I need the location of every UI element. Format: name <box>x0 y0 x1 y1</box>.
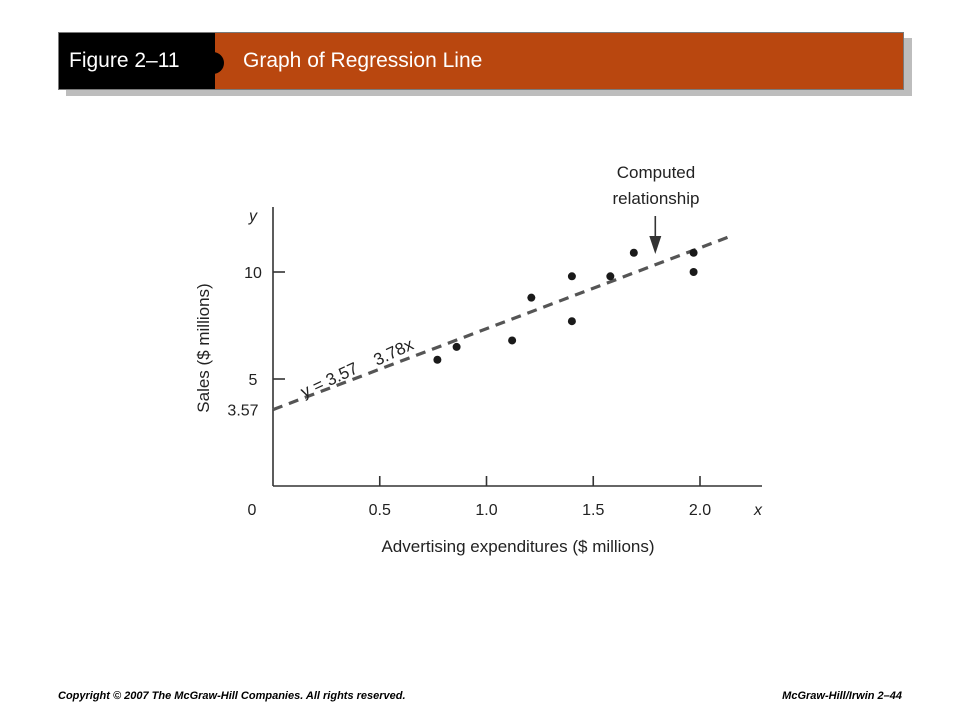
y-tick-label: 5 <box>249 372 258 389</box>
data-point <box>567 272 576 281</box>
copyright-text: Copyright © 2007 The McGraw-Hill Compani… <box>58 690 406 702</box>
annotation-arrow-head <box>649 236 662 254</box>
x-tick-label: 1.5 <box>582 502 604 519</box>
x-tick-label: 1.0 <box>475 502 497 519</box>
slide-header: Figure 2–11 Graph of Regression Line <box>58 32 904 90</box>
page-reference: McGraw-Hill/Irwin 2–44 <box>782 690 902 702</box>
y-tick-label: 10 <box>244 265 262 282</box>
data-point <box>567 317 576 326</box>
x-tick-label: 2.0 <box>689 502 711 519</box>
x-axis-symbol: x <box>753 502 763 519</box>
figure-label: Figure 2–11 <box>59 33 215 89</box>
y-axis-symbol: y <box>248 208 258 225</box>
data-point <box>527 293 536 302</box>
header-notch <box>206 52 224 74</box>
intercept-label: 3.57 <box>227 403 258 420</box>
data-point <box>433 355 442 364</box>
data-point <box>452 342 461 351</box>
origin-label: 0 <box>248 502 257 519</box>
data-point <box>689 268 698 276</box>
y-axis-title: Sales ($ millions) <box>194 283 213 412</box>
equation-intercept: y = 3.57 <box>298 359 361 402</box>
slide-title: Graph of Regression Line <box>243 49 483 72</box>
regression-line <box>272 235 729 412</box>
x-tick-label: 0.5 <box>369 502 391 519</box>
x-axis-title: Advertising expenditures ($ millions) <box>381 537 654 556</box>
annotation-line1: Computed <box>617 163 695 182</box>
slide-title-bar: Graph of Regression Line <box>206 33 903 89</box>
data-point <box>606 272 615 281</box>
data-point <box>508 336 517 345</box>
annotation-line2: relationship <box>613 189 700 208</box>
data-point <box>629 248 638 257</box>
data-point <box>689 248 698 257</box>
